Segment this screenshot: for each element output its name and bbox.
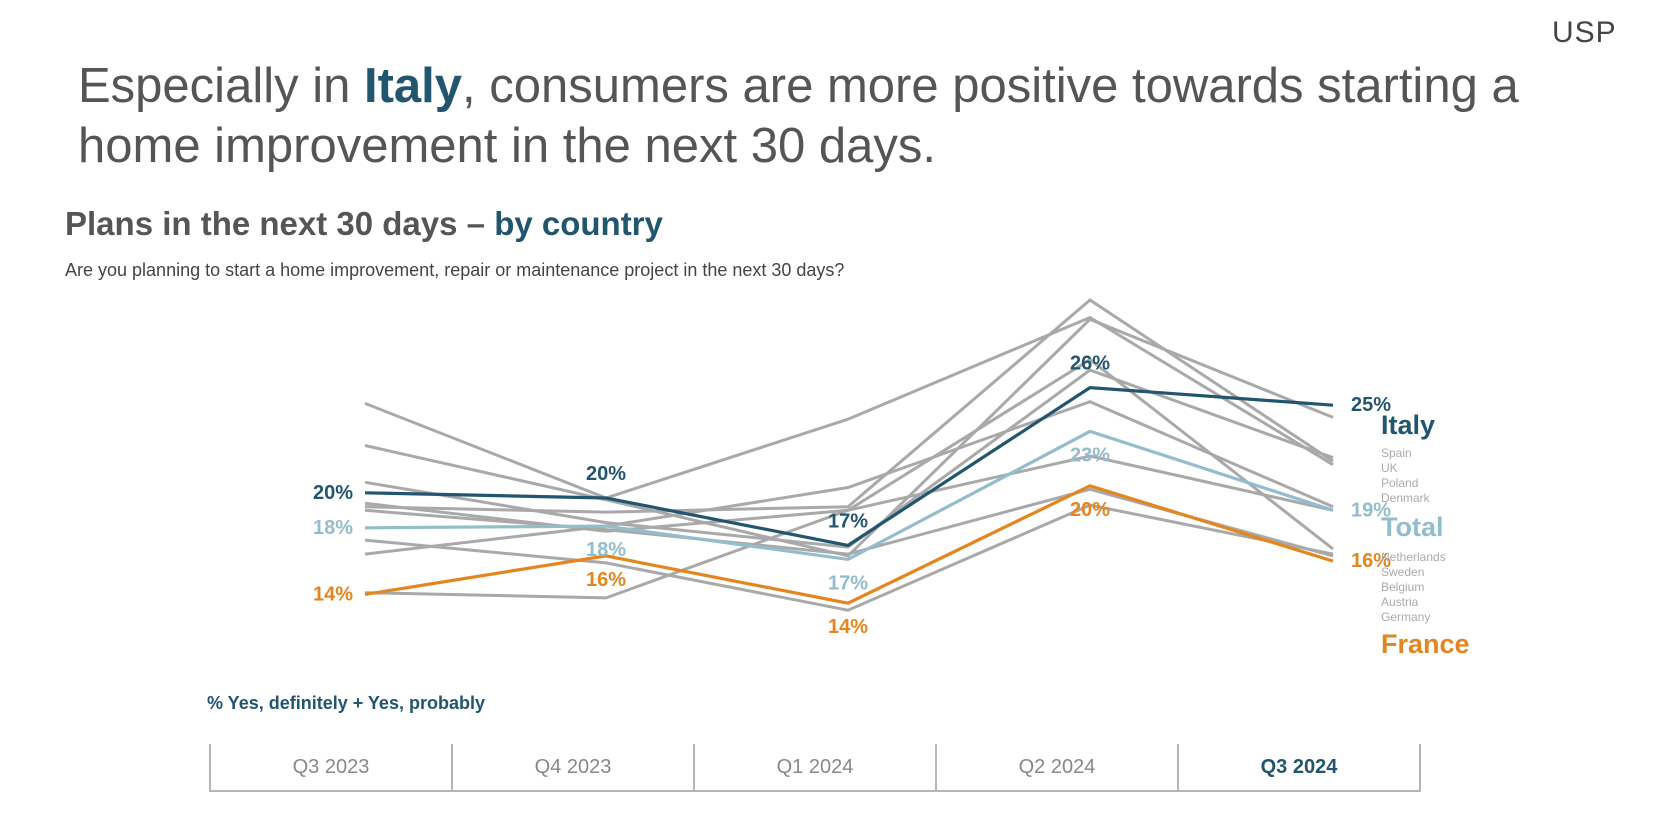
legend-sweden: Sweden xyxy=(1381,565,1424,579)
data-label-france: 14% xyxy=(828,616,868,638)
legend-poland: Poland xyxy=(1381,476,1418,490)
data-label-france: 14% xyxy=(313,583,353,605)
legend-italy: Italy xyxy=(1381,410,1435,440)
quarter-label: Q1 2024 xyxy=(693,744,935,790)
metric-label: % Yes, definitely + Yes, probably xyxy=(207,693,485,714)
legend-total: Total xyxy=(1381,512,1444,542)
legend-austria: Austria xyxy=(1381,595,1419,609)
legend-denmark: Denmark xyxy=(1381,491,1431,505)
data-label-italy: 20% xyxy=(313,482,353,504)
quarter-label: Q3 2024 xyxy=(1177,744,1421,790)
data-label-total: 18% xyxy=(313,517,353,539)
data-label-italy: 26% xyxy=(1070,353,1110,375)
data-label-total: 23% xyxy=(1070,444,1110,466)
data-label-france: 16% xyxy=(586,569,626,591)
data-label-total: 18% xyxy=(586,539,626,561)
legend-france: France xyxy=(1381,629,1470,659)
series-line-netherlands xyxy=(365,318,1333,499)
quarter-label: Q2 2024 xyxy=(935,744,1177,790)
legend-netherlands: Netherlands xyxy=(1381,550,1446,564)
data-label-italy: 17% xyxy=(828,510,868,532)
quarter-label: Q4 2023 xyxy=(451,744,693,790)
legend-germany: Germany xyxy=(1381,610,1430,624)
legend-uk: UK xyxy=(1381,461,1398,475)
data-label-total: 17% xyxy=(828,572,868,594)
data-label-italy: 20% xyxy=(586,463,626,485)
quarter-axis: Q3 2023 Q4 2023 Q1 2024 Q2 2024 Q3 2024 xyxy=(209,744,1421,792)
legend-spain: Spain xyxy=(1381,446,1412,460)
quarter-label: Q3 2023 xyxy=(209,744,451,790)
data-label-france: 20% xyxy=(1070,499,1110,521)
legend-belgium: Belgium xyxy=(1381,580,1424,594)
